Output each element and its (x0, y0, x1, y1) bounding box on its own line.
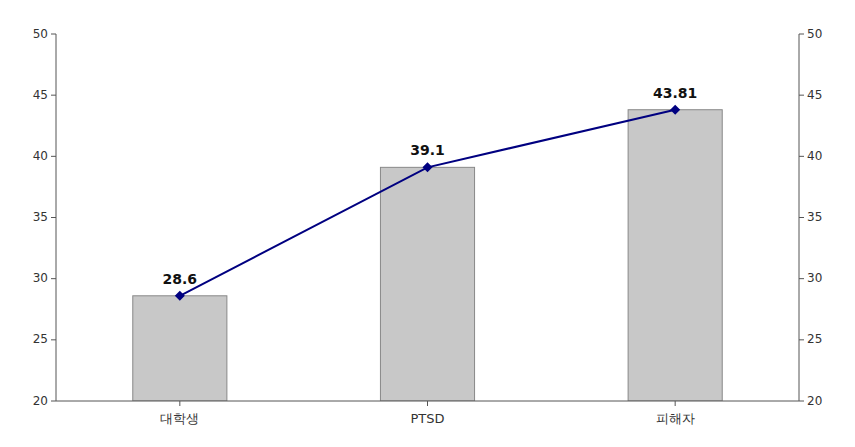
y-tick (51, 217, 56, 218)
line (180, 110, 675, 296)
chart-container: 28.6 39.1 43.81 20 25 30 35 40 45 50 20 25 30 35 40 45 5… (0, 0, 855, 447)
y2-tick (799, 95, 804, 96)
y-tick-label: 45 (33, 88, 48, 102)
y2-tick (799, 156, 804, 157)
y-tick (51, 401, 56, 402)
x-tick-label: 대학생 (160, 411, 199, 426)
data-label: 39.1 (410, 142, 445, 158)
y2-tick-label: 20 (807, 394, 822, 408)
y2-tick-label: 45 (807, 88, 822, 102)
y2-tick-label: 25 (807, 332, 822, 346)
x-tick (675, 401, 676, 406)
marker (423, 162, 433, 172)
y2-tick (799, 278, 804, 279)
chart-svg: 28.6 39.1 43.81 20 25 30 35 40 45 50 20 25 30 35 40 45 5… (0, 0, 855, 447)
y-tick (51, 278, 56, 279)
y2-tick (799, 339, 804, 340)
y2-tick-label: 40 (807, 149, 822, 163)
y-tick-label: 50 (33, 27, 48, 41)
x-tick-label: PTSD (410, 411, 444, 426)
y-tick (51, 156, 56, 157)
y-tick-label: 20 (33, 394, 48, 408)
x-tick (427, 401, 428, 406)
y2-tick (799, 401, 804, 402)
data-label: 28.6 (163, 271, 198, 287)
y-tick-label: 35 (33, 210, 48, 224)
y2-tick (799, 217, 804, 218)
y-tick (51, 34, 56, 35)
y-tick (51, 339, 56, 340)
y-tick-label: 30 (33, 271, 48, 285)
y-tick (51, 95, 56, 96)
data-label: 43.81 (653, 85, 697, 101)
y2-tick-label: 30 (807, 271, 822, 285)
x-tick (179, 401, 180, 406)
y2-tick-label: 50 (807, 27, 822, 41)
marker (670, 105, 680, 115)
y2-tick (799, 34, 804, 35)
bar (380, 167, 474, 401)
x-tick-label: 피해자 (656, 411, 695, 426)
y-tick-label: 40 (33, 149, 48, 163)
marker (175, 291, 185, 301)
bar (628, 110, 722, 401)
y2-tick-label: 35 (807, 210, 822, 224)
bar (133, 296, 227, 401)
y-tick-label: 25 (33, 332, 48, 346)
plot-area (133, 105, 722, 401)
